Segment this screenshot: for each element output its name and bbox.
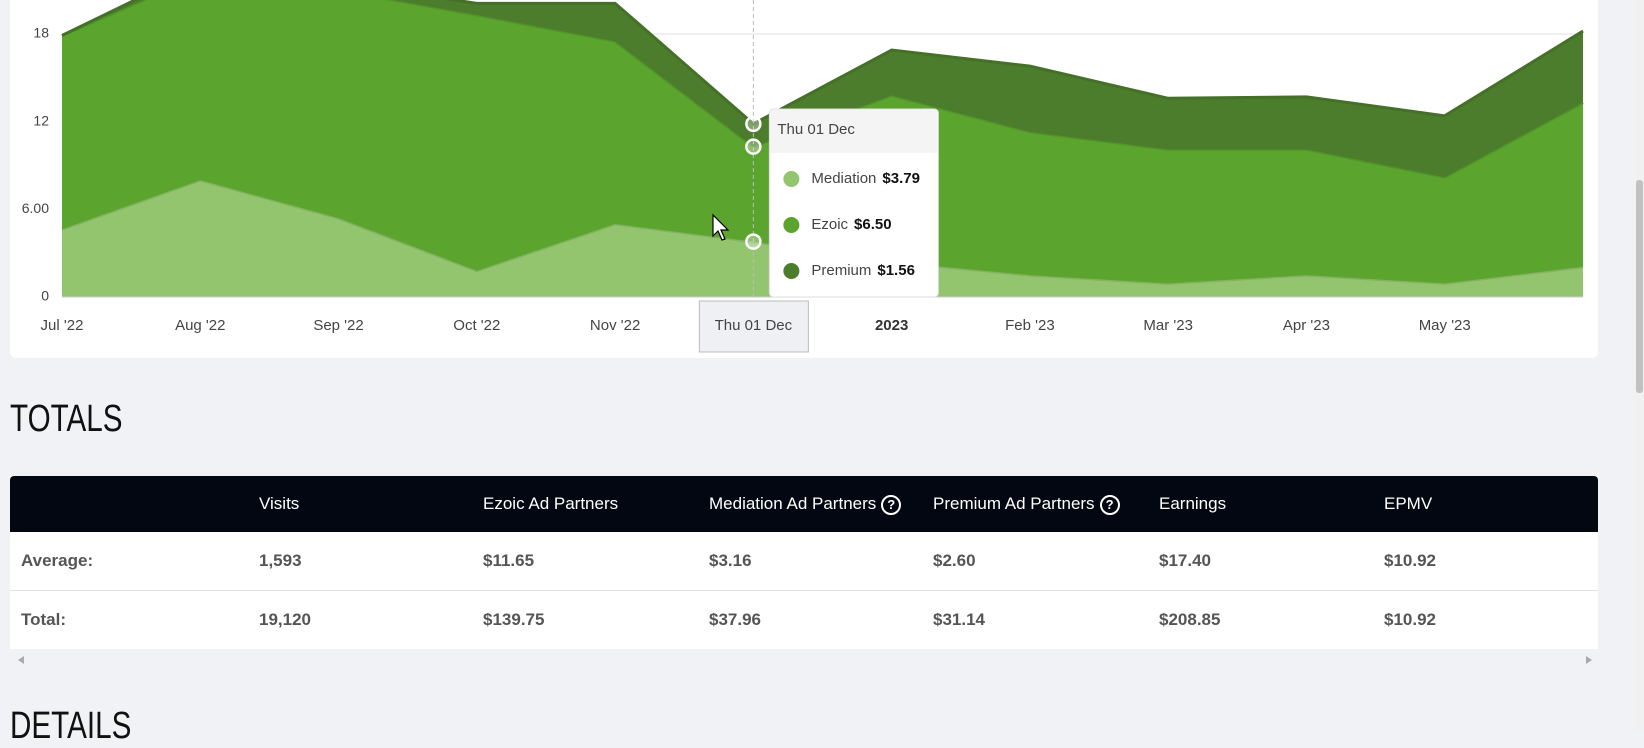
table-row: Average: 1,593 $11.65 $3.16 $2.60 $17.40 $10.9… (10, 532, 1598, 591)
header-text: Mediation Ad Partners (709, 494, 877, 513)
hover-x-box (698, 300, 809, 353)
table-cell: $31.14 (933, 610, 985, 629)
scroll-arrows (18, 656, 1592, 664)
scroll-thumb[interactable] (1636, 180, 1643, 393)
x-tick-label: Oct '22 (453, 317, 500, 334)
table-cell: $2.60 (933, 551, 976, 570)
x-tick-label: May '23 (1419, 317, 1471, 334)
y-tick-label: 6.00 (22, 200, 49, 216)
header-cell: EPMV (1384, 494, 1433, 513)
tooltip (768, 108, 939, 298)
table-cell: $10.92 (1384, 551, 1436, 570)
tooltip-item: Mediation $3.79 (811, 170, 920, 187)
header-cell: Visits (259, 494, 300, 513)
table-row: Total: 19,120 $139.75 $37.96 $31.14 $208.85 $1… (10, 591, 1598, 650)
x-tick-label: 2023 (875, 317, 908, 334)
tooltip-value: $6.50 (854, 216, 892, 233)
header-cell: Mediation Ad Partners? (709, 476, 902, 532)
horizontal-scrollbar[interactable] (0, 649, 1598, 671)
x-tick-label: Aug '22 (175, 317, 225, 334)
tooltip-item: Ezoic $6.50 (811, 216, 891, 233)
cursor (712, 213, 730, 241)
help-icon[interactable]: ? (881, 494, 902, 515)
chart: 0 6.00 12 18 Jul '22 Aug '22 Sep '22 Oct '22 Nov… (22, 0, 1584, 353)
tooltip-dot (783, 263, 800, 279)
help-icon[interactable]: ? (1099, 494, 1120, 515)
tooltip-dot (783, 171, 800, 187)
tooltip-name: Mediation (811, 170, 876, 187)
table-cell: $37.96 (709, 610, 761, 629)
tooltip-dot (783, 217, 800, 233)
table-header: Visits Ezoic Ad Partners Mediation Ad Pa… (10, 476, 1598, 532)
section-title: DETAILS (10, 705, 132, 747)
tooltip-name: Ezoic (811, 216, 848, 233)
tooltip-title: Thu 01 Dec (777, 121, 855, 138)
table-cell: $139.75 (483, 610, 545, 629)
area-edge (61, 0, 1584, 126)
tooltip-value: $1.56 (877, 262, 915, 279)
chart-card: 0 6.00 12 18 Jul '22 Aug '22 Sep '22 Oct '22 Nov… (10, 0, 1598, 358)
header-text: Premium Ad Partners (933, 494, 1095, 513)
tooltip-name: Premium (811, 262, 871, 279)
header-cell: Earnings (1159, 494, 1227, 513)
hover-point (745, 138, 762, 155)
row-label: Total: (21, 610, 67, 629)
area (62, 180, 1583, 297)
x-tick-label: Jul '22 (41, 317, 84, 334)
y-tick-label: 12 (33, 112, 49, 128)
y-tick-label: 0 (41, 288, 49, 304)
table-cell: $17.40 (1159, 551, 1211, 570)
table-cell: $3.16 (709, 551, 752, 570)
row-label: Average: (21, 551, 94, 570)
hover-point (745, 115, 762, 133)
table-cell: $10.92 (1384, 610, 1436, 629)
x-tick-label: Sep '22 (313, 317, 363, 334)
tooltip-head (770, 110, 938, 153)
section-title: TOTALS (10, 398, 123, 440)
table-cell: 1,593 (259, 551, 302, 570)
table-cell: $208.85 (1159, 610, 1221, 629)
tooltip-item: Premium $1.56 (811, 262, 915, 279)
hover-x-label: Thu 01 Dec (715, 317, 793, 334)
x-tick-label: Apr '23 (1283, 317, 1330, 334)
table-cell: 19,120 (259, 610, 311, 629)
header-cell: Premium Ad Partners? (933, 476, 1120, 532)
tooltip-value: $3.79 (882, 170, 920, 187)
x-tick-label: Mar '23 (1143, 317, 1193, 334)
y-tick-label: 18 (33, 25, 49, 41)
header-cell: Ezoic Ad Partners (483, 494, 619, 513)
x-tick-label: Feb '23 (1005, 317, 1055, 334)
hover-point (745, 233, 762, 250)
x-tick-label: Nov '22 (590, 317, 640, 334)
table-cell: $11.65 (483, 551, 535, 570)
totals-table: Visits Ezoic Ad Partners Mediation Ad Pa… (10, 476, 1598, 650)
